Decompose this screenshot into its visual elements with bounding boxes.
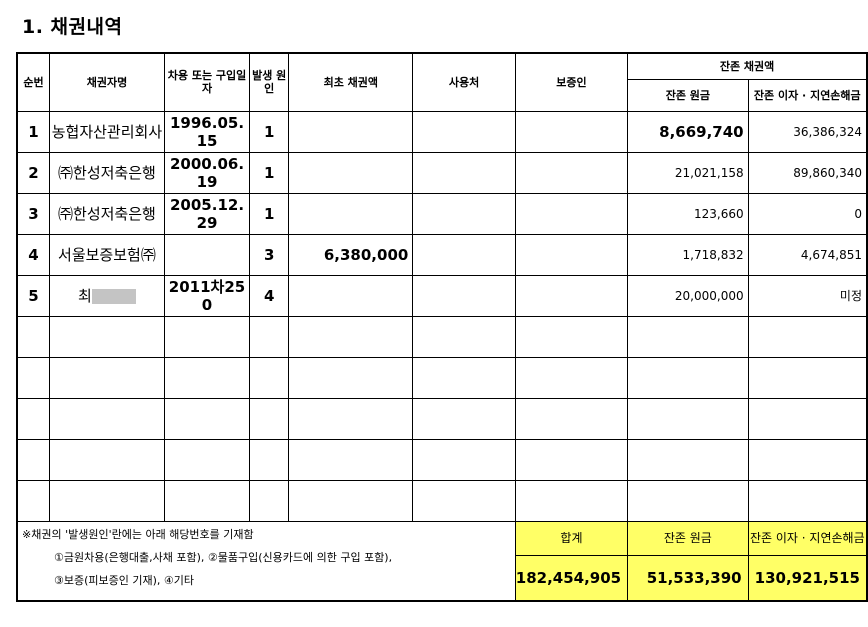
- row-initial-amount: 6,380,000: [288, 233, 414, 276]
- row-use: [412, 110, 516, 153]
- row-index: 4: [16, 233, 50, 276]
- table-row: 5 최 2011차250 4 20,000,000 미정: [16, 274, 868, 317]
- row-interest: 36,386,324: [747, 110, 868, 153]
- empty-row: [16, 479, 868, 522]
- row-principal: 21,021,158: [627, 151, 749, 194]
- header-use: 사용처: [412, 52, 516, 112]
- row-index: 5: [16, 274, 50, 317]
- row-date: 2000.06.19: [163, 151, 251, 194]
- note-line-1: ※채권의 '발생원인'란에는 아래 해당번호를 기재함: [22, 527, 254, 541]
- row-cause: 1: [249, 192, 290, 235]
- row-principal: 20,000,000: [627, 274, 749, 317]
- note-line-3: ③보증(피보증인 기재), ④기타: [54, 573, 194, 587]
- row-guarantor: [514, 192, 629, 235]
- row-guarantor: [514, 110, 629, 153]
- row-creditor: 최: [78, 286, 92, 305]
- row-guarantor: [514, 233, 629, 276]
- total-principal-label: 잔존 원금: [627, 520, 749, 556]
- note-cell: ※채권의 '발생원인'란에는 아래 해당번호를 기재함 ①금원차용(은행대출,사…: [16, 520, 516, 602]
- row-principal: 8,669,740: [627, 110, 749, 153]
- row-date: 1996.05.15: [163, 110, 251, 153]
- row-index: 3: [16, 192, 50, 235]
- row-date: 2011차250: [163, 274, 251, 317]
- header-row-1: 순번 채권자명 차용 또는 구입일자 발생 원인 최초 채권액 사용처 보증인 …: [16, 52, 868, 112]
- row-creditor-cell: 최: [48, 274, 165, 317]
- row-use: [412, 274, 516, 317]
- creditor-table: 순번 채권자명 차용 또는 구입일자 발생 원인 최초 채권액 사용처 보증인 …: [16, 52, 868, 602]
- header-interest: 잔존 이자 · 지연손해금: [747, 78, 868, 112]
- table-row: 3 ㈜한성저축은행 2005.12.29 1 123,660 0: [16, 192, 868, 235]
- header-date: 차용 또는 구입일자: [163, 52, 251, 112]
- table-row: 4 서울보증보험㈜ 3 6,380,000 1,718,832 4,674,85…: [16, 233, 868, 276]
- redacted-name-blur: [91, 288, 136, 304]
- row-cause: 4: [249, 274, 290, 317]
- totals-value-row: 182,454,905 51,533,390 130,921,515: [17, 554, 868, 602]
- total-interest: 130,921,515: [747, 554, 868, 602]
- row-cause: 1: [249, 110, 290, 153]
- header-index: 순번: [16, 52, 50, 112]
- row-guarantor: [514, 151, 629, 194]
- row-initial-amount: [288, 274, 414, 317]
- row-use: [412, 192, 516, 235]
- row-creditor: ㈜한성저축은행: [48, 192, 165, 235]
- total-amount: 182,454,905: [514, 554, 629, 602]
- empty-row: [16, 356, 868, 399]
- empty-row: [16, 438, 868, 481]
- row-interest: 미정: [747, 274, 868, 317]
- row-principal: 1,718,832: [627, 233, 749, 276]
- row-guarantor: [514, 274, 629, 317]
- row-use: [412, 151, 516, 194]
- row-creditor: 농협자산관리회사: [48, 110, 165, 153]
- note-line-2: ①금원차용(은행대출,사채 포함), ②물품구입(신용카드에 의한 구입 포함)…: [54, 550, 393, 564]
- empty-row: [16, 397, 868, 440]
- row-index: 2: [16, 151, 50, 194]
- row-initial-amount: [288, 151, 414, 194]
- row-date: 2005.12.29: [163, 192, 251, 235]
- row-initial-amount: [288, 110, 414, 153]
- row-creditor: ㈜한성저축은행: [48, 151, 165, 194]
- header-cause: 발생 원인: [249, 52, 290, 112]
- table-row: 2 ㈜한성저축은행 2000.06.19 1 21,021,158 89,860…: [16, 151, 868, 194]
- total-interest-label: 잔존 이자 · 지연손해금: [747, 520, 868, 556]
- row-interest: 0: [747, 192, 868, 235]
- row-cause: 1: [249, 151, 290, 194]
- row-interest: 89,860,340: [747, 151, 868, 194]
- row-initial-amount: [288, 192, 414, 235]
- row-use: [412, 233, 516, 276]
- table-row: 1 농협자산관리회사 1996.05.15 1 8,669,740 36,386…: [16, 110, 868, 153]
- row-cause: 3: [249, 233, 290, 276]
- row-index: 1: [16, 110, 50, 153]
- section-title: 1. 채권내역: [22, 16, 123, 38]
- header-guarantor: 보증인: [514, 52, 629, 112]
- header-remaining-group: 잔존 채권액: [627, 52, 868, 80]
- row-interest: 4,674,851: [747, 233, 868, 276]
- row-principal: 123,660: [627, 192, 749, 235]
- row-creditor: 서울보증보험㈜: [48, 233, 165, 276]
- totals-header-row: ※채권의 '발생원인'란에는 아래 해당번호를 기재함 ①금원차용(은행대출,사…: [16, 520, 868, 602]
- header-creditor: 채권자명: [48, 52, 165, 112]
- total-label: 합계: [514, 520, 629, 556]
- header-row-2: 잔존 원금 잔존 이자 · 지연손해금: [17, 78, 868, 112]
- row-date: [163, 233, 251, 276]
- total-principal: 51,533,390: [627, 554, 749, 602]
- header-principal: 잔존 원금: [627, 78, 749, 112]
- header-initial-amount: 최초 채권액: [288, 52, 414, 112]
- empty-row: [16, 315, 868, 358]
